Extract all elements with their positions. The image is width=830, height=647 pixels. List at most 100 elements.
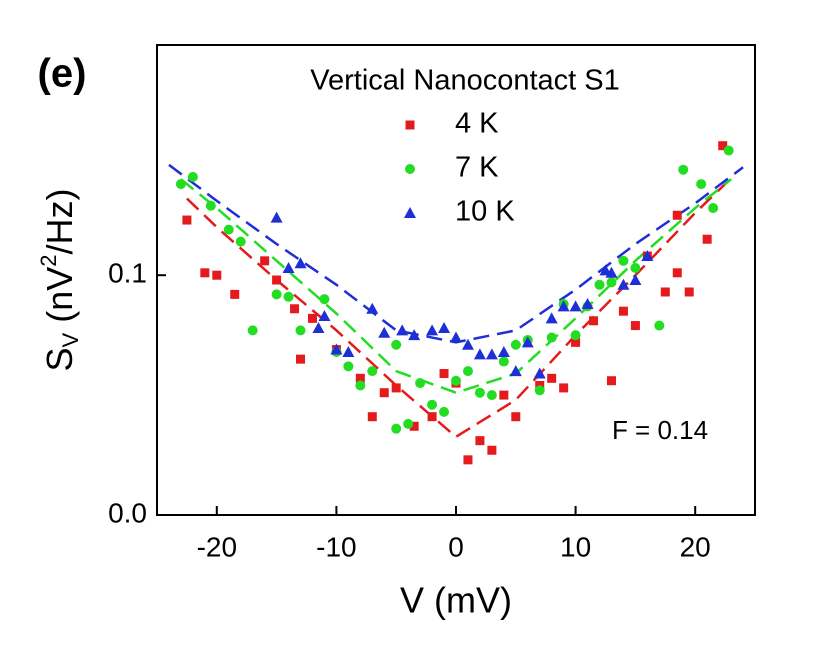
data-point (212, 270, 222, 280)
y-label-sup: 2 (36, 255, 61, 267)
data-point (367, 366, 378, 377)
panel-label: (e) (38, 52, 87, 96)
data-point (485, 348, 498, 360)
data-point (272, 275, 282, 285)
data-point (391, 339, 402, 350)
data-point (547, 373, 557, 383)
data-point (521, 336, 534, 348)
data-point (294, 257, 307, 269)
data-point (654, 320, 665, 331)
y-axis-label: SV (nV2/Hz) (36, 189, 83, 372)
data-point (569, 300, 582, 312)
data-point (629, 274, 642, 285)
data-point (499, 390, 509, 400)
x-tick-label: 20 (680, 531, 711, 562)
data-point (672, 210, 682, 220)
data-point (230, 289, 240, 299)
data-point (175, 179, 186, 190)
data-point (594, 279, 605, 290)
data-point (235, 236, 246, 247)
data-point (509, 365, 522, 377)
y-label-sub: V (58, 332, 83, 347)
y-label-part: S (39, 347, 80, 371)
data-point (570, 330, 581, 341)
data-point (559, 383, 569, 393)
data-point (426, 324, 439, 336)
data-point (396, 324, 409, 336)
data-point (330, 343, 343, 355)
data-point (342, 345, 355, 357)
data-point (312, 321, 325, 333)
y-tick-label: 0.1 (108, 258, 147, 289)
data-point (367, 412, 377, 422)
data-point (247, 325, 258, 336)
data-point (427, 412, 437, 422)
legend-marker (404, 207, 416, 218)
y-label-part: (nV (39, 267, 80, 333)
data-point (187, 171, 198, 182)
data-point (718, 141, 728, 151)
legend-marker (405, 164, 415, 174)
annotation: F = 0.14 (612, 415, 708, 445)
data-point (486, 390, 497, 401)
data-point (660, 287, 670, 297)
data-point (617, 278, 630, 290)
data-point (605, 266, 618, 278)
data-point (630, 321, 640, 331)
data-point (581, 297, 594, 309)
data-point (403, 418, 414, 429)
x-tick-label: 10 (560, 531, 591, 562)
data-point (270, 211, 283, 223)
data-point (557, 300, 570, 312)
legend-label: 10 K (455, 196, 515, 228)
data-point (571, 337, 581, 347)
data-point (450, 331, 462, 343)
data-point (510, 339, 521, 350)
data-point (427, 399, 438, 410)
data-point (439, 406, 450, 417)
x-tick-label: 0 (448, 531, 464, 562)
data-point (474, 387, 485, 398)
data-point (473, 348, 486, 360)
data-point (678, 164, 689, 175)
x-tick-label: -10 (316, 531, 356, 562)
data-point (378, 326, 391, 338)
data-point (630, 263, 641, 274)
data-point (205, 200, 216, 211)
data-point (606, 277, 617, 288)
data-point (684, 287, 694, 297)
data-point (463, 455, 473, 465)
data-point (696, 179, 707, 190)
y-label-part: /Hz) (39, 189, 80, 255)
data-point (223, 224, 234, 235)
data-point (618, 306, 628, 316)
data-point (606, 376, 616, 386)
y-tick-label: 0.0 (108, 497, 147, 528)
legend-label: 7 K (455, 152, 499, 184)
fit-line (186, 183, 726, 439)
data-point (511, 412, 521, 422)
data-point (708, 203, 719, 214)
data-point (379, 388, 389, 398)
data-point (497, 345, 510, 357)
data-point (439, 369, 449, 379)
data-point (702, 234, 712, 244)
data-point (271, 289, 282, 300)
data-point (355, 373, 365, 383)
data-point (461, 338, 474, 350)
data-point (641, 250, 654, 262)
data-point (307, 313, 317, 323)
data-point (343, 361, 354, 372)
data-point (319, 294, 330, 305)
data-point (290, 304, 300, 314)
data-point (355, 380, 366, 391)
data-point (200, 268, 210, 278)
data-point (546, 332, 557, 343)
data-point (545, 312, 558, 324)
data-point (723, 145, 734, 156)
data-point (589, 316, 599, 326)
data-point (534, 385, 545, 396)
data-point (672, 268, 682, 278)
